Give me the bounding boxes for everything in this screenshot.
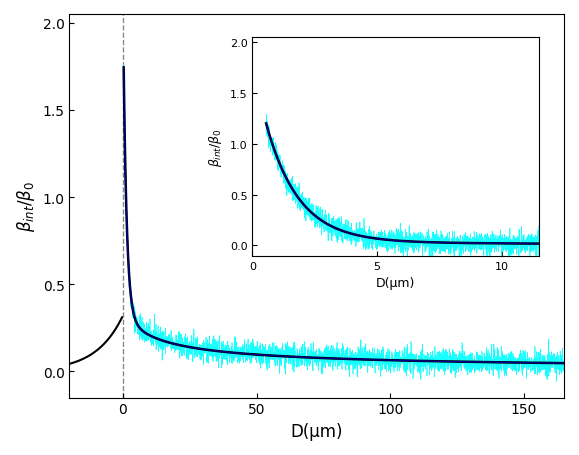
X-axis label: D(μm): D(μm) bbox=[291, 422, 343, 440]
Y-axis label: $\beta_{int}/\beta_0$: $\beta_{int}/\beta_0$ bbox=[15, 181, 37, 232]
